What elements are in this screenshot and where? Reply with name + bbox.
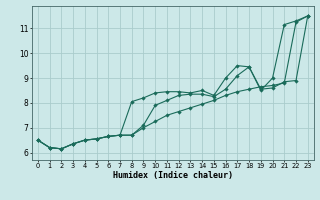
X-axis label: Humidex (Indice chaleur): Humidex (Indice chaleur)	[113, 171, 233, 180]
